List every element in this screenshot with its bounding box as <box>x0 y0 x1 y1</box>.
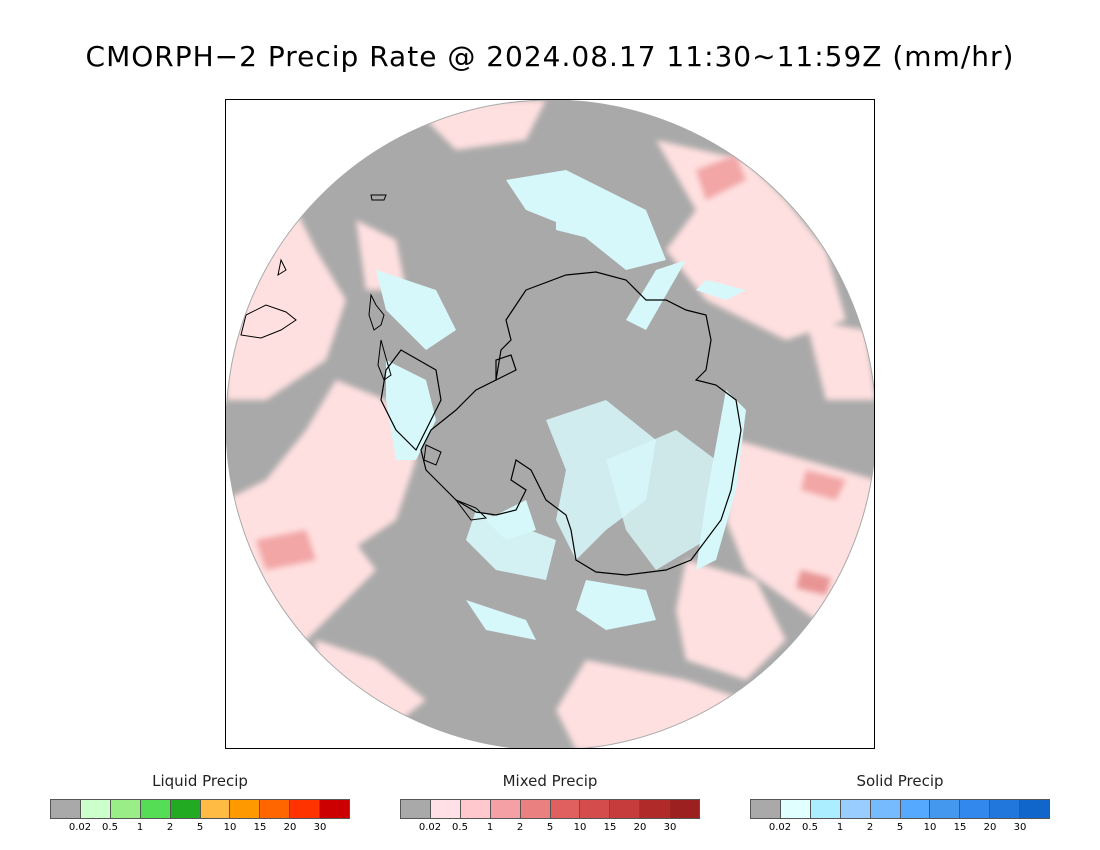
legend-swatch <box>840 800 871 818</box>
legend-tick-label: 20 <box>983 822 997 833</box>
legend-swatch <box>1020 800 1050 818</box>
legend-swatch <box>140 800 171 818</box>
legend-tick-label: 10 <box>573 822 587 833</box>
legend-tick-label: 30 <box>663 822 677 833</box>
legend-tick-label: 0.02 <box>768 822 792 833</box>
legend-swatch <box>520 800 551 818</box>
legend-tick-label: 1 <box>486 822 494 833</box>
polar-map <box>225 99 875 749</box>
legend-tick-label: 2 <box>866 822 874 833</box>
coastline-fragments <box>240 194 488 521</box>
legend-tick-label: 2 <box>516 822 524 833</box>
legend-swatch <box>401 800 431 818</box>
legend-tick-label: 20 <box>633 822 647 833</box>
legend-tick-label: 30 <box>1013 822 1027 833</box>
legend-tick-label: 5 <box>896 822 904 833</box>
legend-title: Mixed Precip <box>502 772 598 790</box>
legend-swatch <box>900 800 931 818</box>
legend-tick-label: 15 <box>253 822 267 833</box>
legend-swatch <box>640 800 671 818</box>
legend-swatch <box>810 800 841 818</box>
legend-ticks: 0.02 0.5 1 2 5 10 15 20 30 <box>400 822 700 838</box>
legend-swatch <box>230 800 261 818</box>
legend-swatch <box>490 800 521 818</box>
legend-mixed-precip: Mixed Precip 0.02 0.5 1 2 5 10 15 20 30 <box>400 772 700 842</box>
legend-swatch <box>80 800 111 818</box>
legend-swatch <box>960 800 991 818</box>
legend-ticks: 0.02 0.5 1 2 5 10 15 20 30 <box>50 822 350 838</box>
chart-title: CMORPH−2 Precip Rate @ 2024.08.17 11:30∼… <box>85 40 1015 73</box>
legend-title: Liquid Precip <box>152 772 248 790</box>
legend-tick-label: 30 <box>313 822 327 833</box>
legend-tick-label: 1 <box>136 822 144 833</box>
legend-tick-label: 15 <box>953 822 967 833</box>
legend-colorbar <box>50 799 350 819</box>
legend-swatch <box>751 800 781 818</box>
legend-swatch <box>930 800 961 818</box>
legend-tick-label: 10 <box>223 822 237 833</box>
legend-swatch <box>870 800 901 818</box>
legend-liquid-precip: Liquid Precip 0.02 0.5 1 2 5 10 15 20 30 <box>50 772 350 842</box>
legend-swatch <box>170 800 201 818</box>
legend-tick-label: 0.5 <box>802 822 818 833</box>
legend-solid-precip: Solid Precip 0.02 0.5 1 2 5 10 15 20 30 <box>750 772 1050 842</box>
solid-precip-regions <box>376 170 746 640</box>
legend-swatch <box>550 800 581 818</box>
legend-swatch <box>110 800 141 818</box>
legend-tick-label: 0.5 <box>102 822 118 833</box>
legend-swatch <box>430 800 461 818</box>
legend-swatch <box>260 800 291 818</box>
legend-swatch <box>320 800 350 818</box>
legend-tick-label: 0.02 <box>68 822 92 833</box>
legend-swatch <box>780 800 811 818</box>
legend-swatch <box>200 800 231 818</box>
legend-tick-label: 5 <box>546 822 554 833</box>
legend-tick-label: 1 <box>836 822 844 833</box>
legend-ticks: 0.02 0.5 1 2 5 10 15 20 30 <box>750 822 1050 838</box>
legend-swatch <box>610 800 641 818</box>
legend-swatch <box>670 800 700 818</box>
legend-tick-label: 15 <box>603 822 617 833</box>
legend-colorbar <box>750 799 1050 819</box>
legend-tick-label: 0.5 <box>452 822 468 833</box>
legend-swatch <box>290 800 321 818</box>
legend-tick-label: 2 <box>166 822 174 833</box>
legend-tick-label: 0.02 <box>418 822 442 833</box>
legend-title: Solid Precip <box>856 772 944 790</box>
legend-tick-label: 10 <box>923 822 937 833</box>
legend-swatch <box>990 800 1021 818</box>
mixed-precip-strong <box>256 155 846 595</box>
legend-colorbar <box>400 799 700 819</box>
legend-swatch <box>51 800 81 818</box>
antarctica-coastline <box>380 271 742 576</box>
legend-swatch <box>460 800 491 818</box>
legend-tick-label: 20 <box>283 822 297 833</box>
polar-map-svg <box>226 100 874 748</box>
legend-swatch <box>580 800 611 818</box>
legend-tick-label: 5 <box>196 822 204 833</box>
